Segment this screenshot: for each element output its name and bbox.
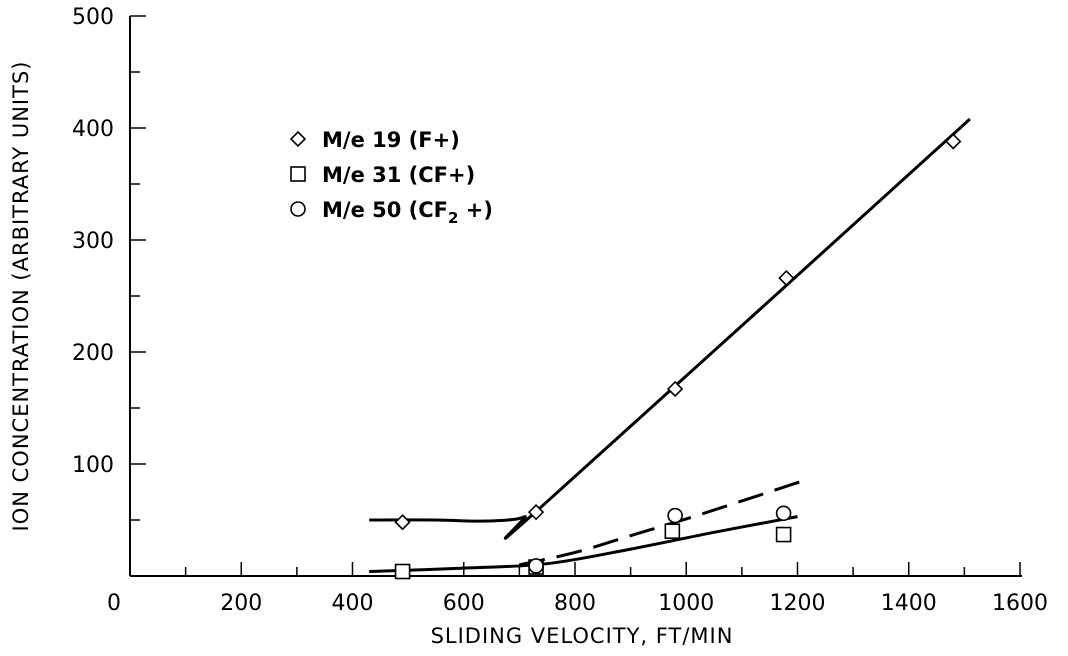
- data-point-diamond: [394, 514, 411, 531]
- series-markers: [394, 133, 962, 580]
- series-line-2: [519, 479, 804, 567]
- x-tick-label: 200: [220, 591, 262, 616]
- series-line-1: [369, 515, 798, 574]
- legend-label: M/e 31 (CF+): [322, 163, 475, 187]
- data-point-square: [664, 523, 681, 540]
- data-point-square: [394, 563, 411, 580]
- legend-marker-square: [290, 166, 306, 182]
- legend-marker-circle: [290, 201, 306, 217]
- data-point-diamond: [527, 504, 545, 521]
- data-point-diamond: [945, 133, 962, 150]
- data-point-diamond: [666, 380, 684, 398]
- y-axis-title: ION CONCENTRATION (ARBITRARY UNITS): [9, 61, 33, 532]
- legend-label-text: M/e 19 (F+): [322, 128, 460, 152]
- x-tick-label: 1200: [770, 591, 826, 616]
- legend-label: M/e 19 (F+): [322, 128, 460, 152]
- legend-label-text: M/e 31 (CF+): [322, 163, 475, 187]
- axes: 0 200 400 600 800 1000 1200 1400 1600 100 200 300 40…: [72, 5, 1048, 616]
- x-tick-label: 800: [554, 591, 596, 616]
- legend-label-text: M/e 50 (CF: [322, 198, 448, 222]
- x-tick-label: 400: [332, 591, 374, 616]
- legend-label: M/e 50 (CF2 +): [322, 198, 493, 227]
- x-tick-label: 0: [107, 591, 121, 616]
- x-tick-label: 600: [443, 591, 485, 616]
- legend-label-suffix: +): [458, 198, 493, 222]
- data-point-square: [775, 526, 792, 543]
- data-point-diamond: [778, 269, 795, 287]
- y-tick-label: 400: [72, 117, 114, 142]
- legend-marker-diamond: [289, 130, 307, 148]
- legend: M/e 19 (F+) M/e 31 (CF+) M/e 50 (CF2 +): [289, 128, 493, 227]
- x-axis-title: SLIDING VELOCITY, FT/MIN: [431, 624, 734, 648]
- y-tick-label: 300: [72, 229, 114, 254]
- series-lines: [369, 117, 971, 574]
- y-tick-label: 200: [72, 341, 114, 366]
- legend-label-subscript: 2: [448, 209, 458, 227]
- y-tick-label: 500: [72, 5, 114, 30]
- series-line-0: [369, 117, 971, 540]
- data-point-circle: [667, 507, 683, 524]
- data-point-circle: [528, 558, 544, 574]
- x-tick-label: 1400: [881, 591, 937, 616]
- data-point-circle: [775, 505, 792, 522]
- y-tick-label: 100: [72, 453, 114, 478]
- x-tick-label: 1600: [992, 591, 1048, 616]
- x-tick-label: 1000: [658, 591, 714, 616]
